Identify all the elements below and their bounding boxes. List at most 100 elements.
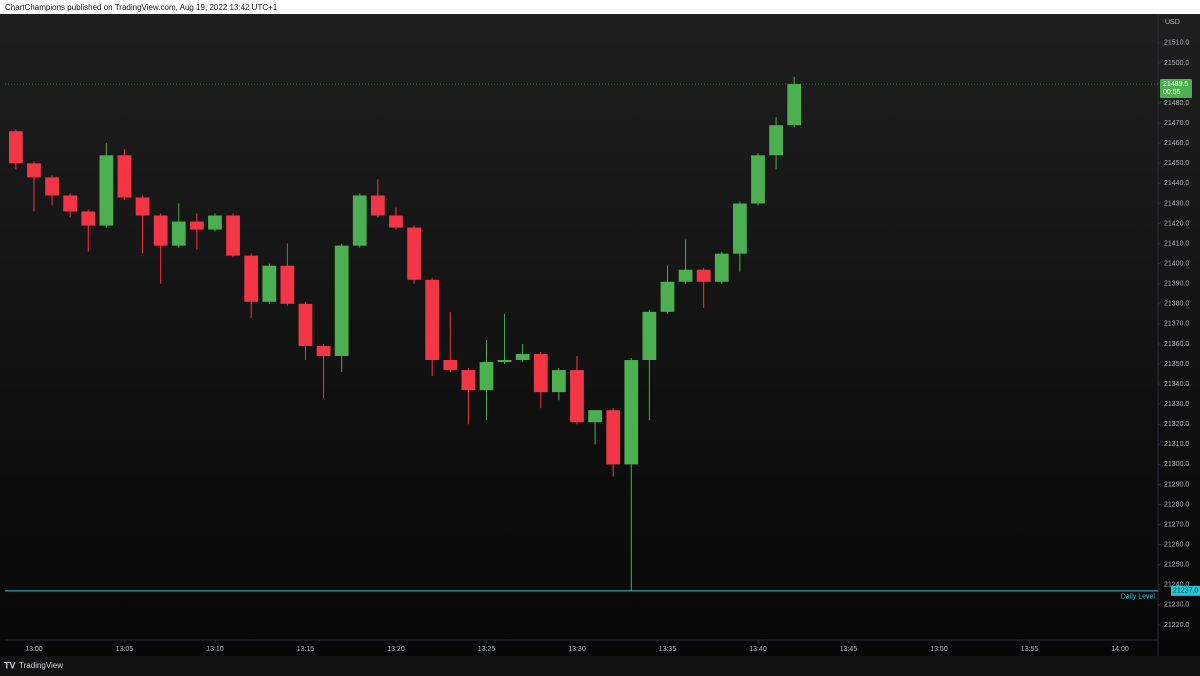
candle-body: [298, 303, 313, 346]
y-tick-label: 21250.0: [1164, 562, 1189, 569]
candle-body: [208, 215, 222, 230]
y-tick-label: 21440.0: [1164, 180, 1189, 187]
last-price-label: 21489.5: [1163, 81, 1188, 88]
candle-body: [370, 195, 385, 216]
x-tick-label: 13:20: [387, 646, 405, 653]
countdown-label: 00:55: [1163, 89, 1181, 96]
y-tick-label: 21280.0: [1164, 501, 1189, 508]
y-tick-label: 21370.0: [1164, 321, 1189, 328]
candle-body: [153, 215, 168, 246]
candle-body: [787, 84, 802, 126]
y-tick-label: 21350.0: [1164, 361, 1189, 368]
candle-body: [551, 370, 566, 393]
header-bar: [0, 0, 1200, 14]
candle-body: [63, 195, 78, 212]
candle-body: [117, 155, 132, 198]
x-tick-label: 13:45: [840, 646, 858, 653]
candle-body: [497, 360, 512, 363]
footer-logo: TV: [4, 660, 16, 670]
y-tick-label: 21310.0: [1164, 441, 1189, 448]
x-tick-label: 13:15: [297, 646, 315, 653]
candle-body: [8, 131, 23, 164]
y-tick-label: 21380.0: [1164, 301, 1189, 308]
x-tick-label: 13:00: [25, 646, 43, 653]
x-tick-label: 13:35: [659, 646, 677, 653]
level-price-label: 21237.0: [1173, 588, 1198, 595]
candle-body: [751, 155, 765, 204]
x-tick-label: 13:30: [568, 646, 586, 653]
candle-body: [714, 253, 729, 282]
currency-label: USD: [1165, 19, 1180, 26]
x-tick-label: 13:05: [116, 646, 134, 653]
candle-body: [461, 370, 476, 391]
candle-body: [99, 155, 114, 226]
candle-body: [81, 211, 96, 226]
footer-bar: [0, 656, 1200, 676]
candle-body: [171, 221, 186, 246]
y-tick-label: 21240.0: [1164, 582, 1189, 589]
candle-body: [515, 353, 530, 361]
footer-brand: TradingView: [19, 661, 63, 670]
candle-body: [479, 362, 494, 391]
y-tick-label: 21480.0: [1164, 100, 1189, 107]
y-tick-label: 21450.0: [1164, 160, 1189, 167]
x-tick-label: 13:40: [749, 646, 767, 653]
header-title: ChartChampions published on TradingView.…: [5, 3, 278, 12]
y-tick-label: 21230.0: [1164, 602, 1189, 609]
candle-body: [733, 203, 747, 254]
level-price-box: [1171, 585, 1200, 596]
candle-body: [27, 163, 41, 178]
candle-body: [425, 279, 440, 361]
y-tick-label: 21270.0: [1164, 521, 1189, 528]
y-tick-label: 21390.0: [1164, 281, 1189, 288]
candle-body: [624, 360, 639, 465]
candle-body: [570, 370, 584, 423]
y-tick-label: 21500.0: [1164, 60, 1189, 67]
y-tick-label: 21420.0: [1164, 220, 1189, 227]
candle-body: [769, 125, 783, 156]
candle-body: [533, 353, 548, 393]
candle-body: [696, 269, 711, 282]
candle-body: [226, 215, 240, 256]
y-tick-label: 21330.0: [1164, 401, 1189, 408]
candle-body: [262, 265, 277, 302]
candle-body: [316, 345, 331, 357]
y-tick-label: 21260.0: [1164, 542, 1189, 549]
x-tick-label: 13:55: [1021, 646, 1039, 653]
candle-body: [244, 255, 259, 302]
candle-body: [588, 410, 602, 423]
candle-body: [189, 221, 204, 230]
candle-body: [135, 197, 150, 216]
x-tick-label: 13:10: [206, 646, 224, 653]
x-tick-label: 13:50: [930, 646, 948, 653]
candle-body: [389, 215, 403, 228]
y-tick-label: 21360.0: [1164, 341, 1189, 348]
y-tick-label: 21320.0: [1164, 421, 1189, 428]
y-tick-label: 21430.0: [1164, 200, 1189, 207]
x-tick-label: 14:00: [1111, 646, 1129, 653]
candle-body: [334, 245, 349, 357]
candle-body: [45, 177, 59, 196]
candle-body: [407, 227, 421, 280]
candle-body: [352, 195, 367, 246]
candle-body: [660, 281, 675, 312]
candle-body: [280, 265, 295, 304]
y-tick-label: 21470.0: [1164, 120, 1189, 127]
y-tick-label: 21460.0: [1164, 140, 1189, 147]
last-price-box: [1160, 79, 1192, 99]
y-tick-label: 21410.0: [1164, 240, 1189, 247]
candle-body: [443, 360, 458, 371]
y-tick-label: 21220.0: [1164, 622, 1189, 629]
candle-body: [642, 311, 657, 361]
candle-body: [678, 269, 693, 282]
y-tick-label: 21300.0: [1164, 461, 1189, 468]
level-label: Daily Level: [1121, 594, 1156, 601]
y-tick-label: 21400.0: [1164, 261, 1189, 268]
candle-body: [606, 410, 621, 465]
y-tick-label: 21290.0: [1164, 481, 1189, 488]
y-tick-label: 21510.0: [1164, 40, 1189, 47]
y-tick-label: 21340.0: [1164, 381, 1189, 388]
